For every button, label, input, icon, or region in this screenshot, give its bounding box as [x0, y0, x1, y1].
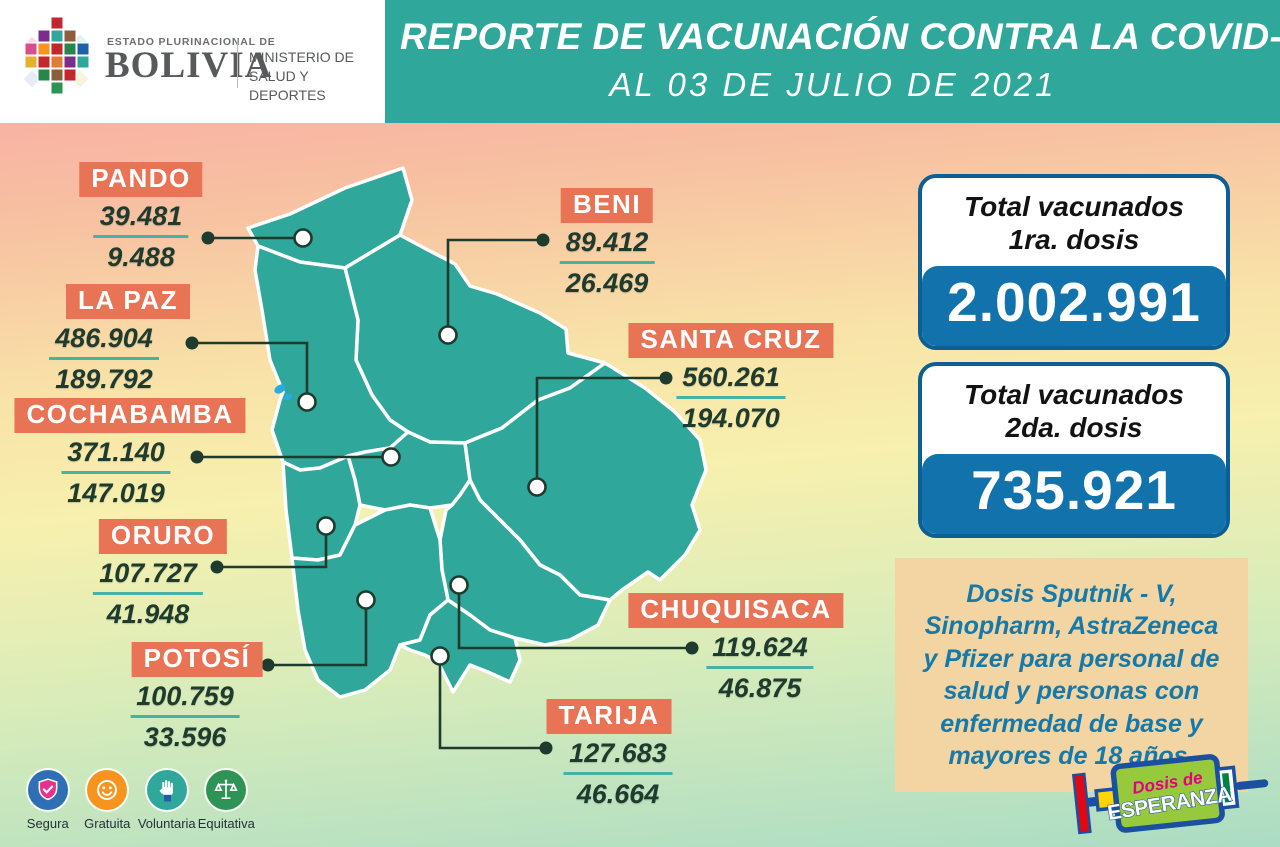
dose2-value: 41.948	[106, 599, 190, 629]
department-name: PANDO	[79, 162, 203, 197]
department-name: SANTA CRUZ	[628, 323, 834, 358]
total-card-label: Total vacunados	[964, 379, 1184, 410]
dose1-value: 560.261	[676, 362, 786, 399]
principle-gratuita: Gratuita	[78, 770, 138, 831]
map-marker-chuquisaca	[449, 575, 469, 595]
page-subtitle: AL 03 DE JULIO DE 2021	[609, 66, 1057, 103]
dose2-value: 46.875	[718, 673, 802, 703]
department-name: COCHABAMBA	[14, 398, 246, 433]
principle-segura: Segura	[18, 770, 78, 831]
dose2-value: 147.019	[67, 478, 165, 508]
principle-voluntaria: Voluntaria	[137, 770, 197, 831]
map-marker-santa-cruz	[527, 477, 547, 497]
dose2-value: 9.488	[107, 242, 175, 272]
department-shape-oruro	[281, 454, 362, 562]
lake-titicaca	[274, 384, 293, 401]
balance-scale-icon	[206, 770, 247, 810]
department-label-tarija: TARIJA 127.683 46.664	[546, 699, 673, 810]
syringe-plunger-icon	[1071, 772, 1092, 835]
connector-potosi	[268, 600, 368, 667]
map-marker-pando	[293, 228, 313, 248]
principle-equitativa: Equitativa	[197, 770, 257, 831]
total-card-dose-label: 1ra. dosis	[1008, 224, 1140, 256]
dose1-value: 100.759	[130, 681, 240, 718]
map-marker-la-paz	[297, 392, 317, 412]
dose2-value: 33.596	[143, 722, 227, 752]
vaccine-info-box: Dosis Sputnik - V, Sinopharm, AstraZenec…	[895, 558, 1248, 792]
department-shape-pando	[246, 166, 414, 270]
dose2-value: 46.664	[576, 779, 660, 809]
dose1-value: 119.624	[706, 632, 814, 669]
shield-check-icon	[27, 770, 68, 810]
dose1-value: 127.683	[563, 738, 673, 775]
department-label-pando: PANDO 39.481 9.488	[79, 162, 203, 273]
total-first-dose-value: 2.002.991	[922, 266, 1226, 347]
bolivia-mosaic-logo	[23, 16, 90, 95]
raised-hand-icon	[146, 770, 187, 810]
brand-ministry: MINISTERIO DE SALUD Y DEPORTES	[249, 49, 355, 103]
dose1-value: 486.904	[49, 323, 159, 360]
total-second-dose-card: Total vacunados 2da. dosis 735.921	[918, 362, 1230, 539]
department-shape-chuquisaca	[438, 478, 612, 647]
principle-label: Voluntaria	[137, 816, 196, 831]
department-label-la-paz: LA PAZ 486.904 189.792	[49, 284, 190, 395]
department-shape-cochabamba	[346, 430, 472, 512]
map-marker-beni	[438, 325, 458, 345]
department-label-oruro: ORURO 107.727 41.948	[93, 519, 228, 630]
map-marker-potosi	[356, 590, 376, 610]
connector-oruro	[217, 526, 328, 569]
total-first-dose-card: Total vacunados 1ra. dosis 2.002.991	[918, 174, 1230, 351]
syringe-needle-icon	[1235, 779, 1269, 790]
department-name: ORURO	[98, 519, 228, 554]
map-marker-oruro	[316, 516, 336, 536]
dose2-value: 194.070	[682, 403, 780, 433]
department-label-beni: BENI 89.412 26.469	[559, 188, 655, 299]
dose1-value: 89.412	[559, 227, 655, 264]
page-title: REPORTE DE VACUNACIÓN CONTRA LA COVID-19	[400, 16, 1280, 57]
principle-label: Segura	[26, 816, 69, 831]
total-card-dose-label: 2da. dosis	[1005, 412, 1143, 444]
dose1-value: 39.481	[93, 201, 189, 238]
department-label-cochabamba: COCHABAMBA 371.140 147.019	[14, 398, 246, 509]
department-label-chuquisaca: CHUQUISACA 119.624 46.875	[628, 593, 844, 704]
department-name: BENI	[560, 188, 654, 223]
department-name: TARIJA	[546, 699, 672, 734]
principle-label: Equitativa	[197, 816, 255, 831]
label-dots	[185, 231, 699, 755]
smiley-icon	[87, 770, 128, 810]
department-shape-la-paz	[253, 244, 410, 472]
department-label-potosi: POTOSÍ 100.759 33.596	[130, 642, 263, 753]
brand-divider	[237, 38, 238, 88]
connector-tarija	[438, 656, 546, 750]
connector-la-paz	[192, 341, 309, 402]
brand-state-name: BOLIVIA	[105, 45, 273, 86]
dose2-value: 26.469	[565, 268, 649, 298]
department-label-santa-cruz: SANTA CRUZ 560.261 194.070	[628, 323, 834, 434]
header-band	[385, 0, 1280, 123]
brand-state-label: ESTADO PLURINACIONAL DE	[107, 36, 276, 48]
connector-lines	[192, 236, 692, 750]
dose1-value: 371.140	[61, 437, 171, 474]
department-name: LA PAZ	[66, 284, 190, 319]
dose2-value: 189.792	[55, 364, 153, 394]
map-marker-dots	[293, 228, 547, 666]
vaccine-info-text: Dosis Sputnik - V, Sinopharm, AstraZenec…	[923, 579, 1220, 771]
department-name: CHUQUISACA	[628, 593, 844, 628]
brand-box: ESTADO PLURINACIONAL DE BOLIVIA MINISTER…	[0, 0, 385, 123]
dose1-value: 107.727	[93, 558, 203, 595]
map-marker-tarija	[430, 646, 450, 666]
principle-label: Gratuita	[84, 816, 131, 831]
syringe-cap-stripe-icon	[1221, 772, 1232, 803]
vaccine-principles: Segura Gratuita	[18, 770, 256, 831]
dosis-de-esperanza-logo: Dosis de ESPERANZA	[1071, 754, 1269, 835]
department-name: POTOSÍ	[131, 642, 263, 677]
total-card-label: Total vacunados	[964, 191, 1184, 222]
department-shape-tarija	[398, 598, 522, 694]
connector-beni	[446, 238, 543, 335]
map-marker-cochabamba	[381, 447, 401, 467]
department-shape-potosi	[290, 503, 450, 699]
total-second-dose-value: 735.921	[922, 454, 1226, 535]
